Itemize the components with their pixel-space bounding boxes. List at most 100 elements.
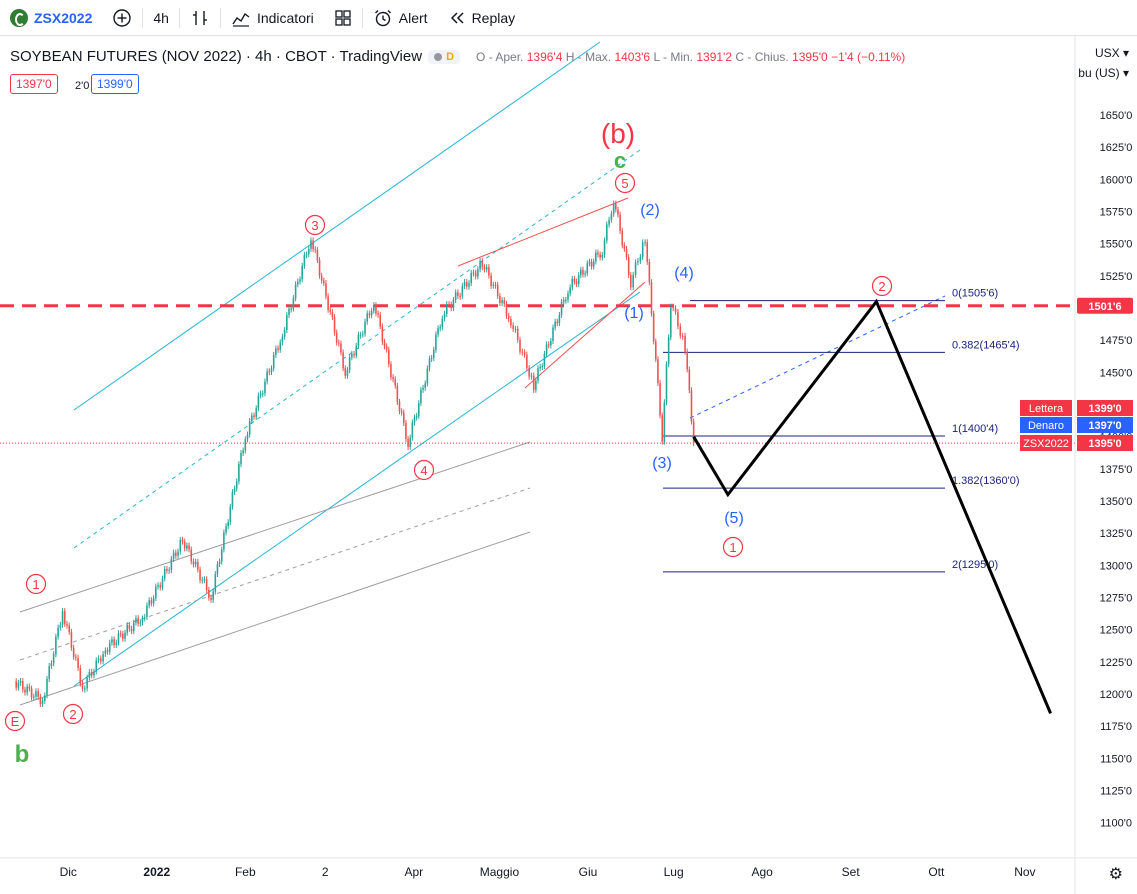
candle-body	[93, 671, 95, 676]
candle-body	[617, 209, 619, 215]
gear-icon[interactable]: ⚙	[1108, 866, 1123, 883]
price-label-name: Denaro	[1028, 420, 1064, 432]
candle-body	[137, 618, 139, 624]
currency-selector[interactable]: USX ▾	[1094, 46, 1129, 60]
candle-body	[686, 351, 689, 370]
candle-body	[396, 385, 399, 402]
candle-body	[547, 344, 550, 346]
candle-body	[648, 261, 651, 283]
candle-body	[537, 368, 539, 381]
sell-price-button[interactable]: 1397'0	[10, 74, 58, 94]
candle-body	[312, 240, 314, 250]
candle-body	[420, 389, 422, 404]
chart-legend: SOYBEAN FUTURES (NOV 2022) · 4h · CBOT ·…	[10, 48, 905, 65]
candle-body	[277, 348, 279, 350]
candle-body	[459, 295, 461, 297]
low-label: L - Min.	[653, 49, 694, 64]
y-tick-label: 1525'0	[1100, 271, 1133, 283]
interval-button[interactable]: 4h	[143, 0, 179, 36]
layouts-button[interactable]	[324, 0, 362, 36]
candle-body	[468, 283, 470, 287]
candle-body	[43, 695, 46, 701]
candle-body	[510, 319, 512, 326]
compare-button[interactable]	[102, 0, 142, 36]
candle-body	[59, 624, 62, 628]
projection-channel-line	[689, 295, 946, 419]
toolbar-divider	[219, 7, 221, 28]
candle-body	[159, 585, 162, 588]
candle-body	[385, 346, 388, 350]
candle-body	[606, 224, 608, 241]
candle-body	[172, 552, 175, 559]
candle-body	[556, 321, 559, 324]
candle-body	[477, 269, 479, 277]
price-chart[interactable]: 1650'01625'01600'01575'01550'01525'01500…	[0, 36, 1137, 894]
candle-body	[61, 611, 64, 625]
candle-body	[370, 310, 373, 316]
candle-body	[543, 353, 546, 367]
candle-body	[479, 260, 481, 270]
candle-body	[430, 358, 433, 360]
candle-body	[381, 326, 384, 342]
y-tick-label: 1475'0	[1100, 335, 1133, 347]
candle-body	[39, 696, 42, 705]
candle-body	[286, 315, 288, 331]
candle-body	[161, 578, 164, 588]
candle-body	[227, 522, 229, 527]
candle-body	[474, 272, 477, 277]
candle-body	[632, 274, 634, 288]
candle-body	[100, 658, 102, 662]
candle-body	[519, 339, 521, 352]
wave-blue-label: (3)	[652, 455, 672, 472]
candle-body	[141, 618, 144, 623]
open-label: O - Aper.	[476, 49, 524, 64]
alert-button[interactable]: Alert	[363, 0, 438, 36]
candle-body	[52, 654, 55, 664]
candle-body	[526, 354, 528, 368]
buy-price-button[interactable]: 1399'0	[91, 74, 139, 94]
chart-type-button[interactable]	[180, 0, 220, 36]
candle-body	[630, 275, 632, 288]
candle-body	[679, 326, 682, 336]
candle-body	[170, 558, 173, 571]
indicators-button[interactable]: Indicatori	[221, 0, 324, 36]
candle-body	[294, 284, 297, 299]
candle-body	[244, 439, 247, 451]
high-label: H - Max.	[565, 49, 612, 64]
replay-button[interactable]: Replay	[438, 0, 526, 36]
x-tick-label: Dic	[60, 865, 77, 879]
candle-body	[383, 341, 386, 347]
candle-body	[50, 663, 53, 666]
y-tick-label: 1175'0	[1100, 721, 1132, 733]
price-value-label: 1397'0	[1088, 420, 1121, 432]
wedge-lower-line	[524, 281, 646, 389]
wave-circle-marker	[871, 275, 893, 297]
candle-body	[652, 313, 655, 342]
candle-body	[270, 368, 273, 373]
symbol-search[interactable]: ZSX2022	[0, 0, 102, 36]
price-value-tag	[1077, 435, 1133, 451]
candle-body	[669, 306, 672, 338]
candle-body	[457, 292, 459, 296]
replay-label: Replay	[471, 9, 516, 26]
candle-body	[405, 422, 407, 439]
candle-body	[220, 549, 223, 562]
candle-body	[233, 488, 236, 493]
candle-body	[327, 296, 329, 310]
wave-green-c-label: c	[614, 148, 626, 173]
candle-body	[359, 334, 362, 336]
candle-body	[130, 628, 133, 632]
candle-body	[573, 278, 576, 282]
x-tick-label: 2022	[143, 865, 170, 879]
candle-body	[610, 213, 613, 220]
candle-body	[432, 349, 435, 359]
y-tick-label: 1125'0	[1100, 786, 1132, 798]
market-status-badge[interactable]: D	[428, 49, 461, 64]
unit-selector[interactable]: bu (US) ▾	[1078, 66, 1129, 80]
candle-body	[115, 642, 118, 646]
candle-body	[72, 647, 75, 657]
candle-body	[79, 667, 82, 684]
candle-body	[46, 678, 48, 696]
plus-circle-icon	[113, 8, 132, 27]
price-value-label: 1395'0	[1088, 438, 1121, 450]
